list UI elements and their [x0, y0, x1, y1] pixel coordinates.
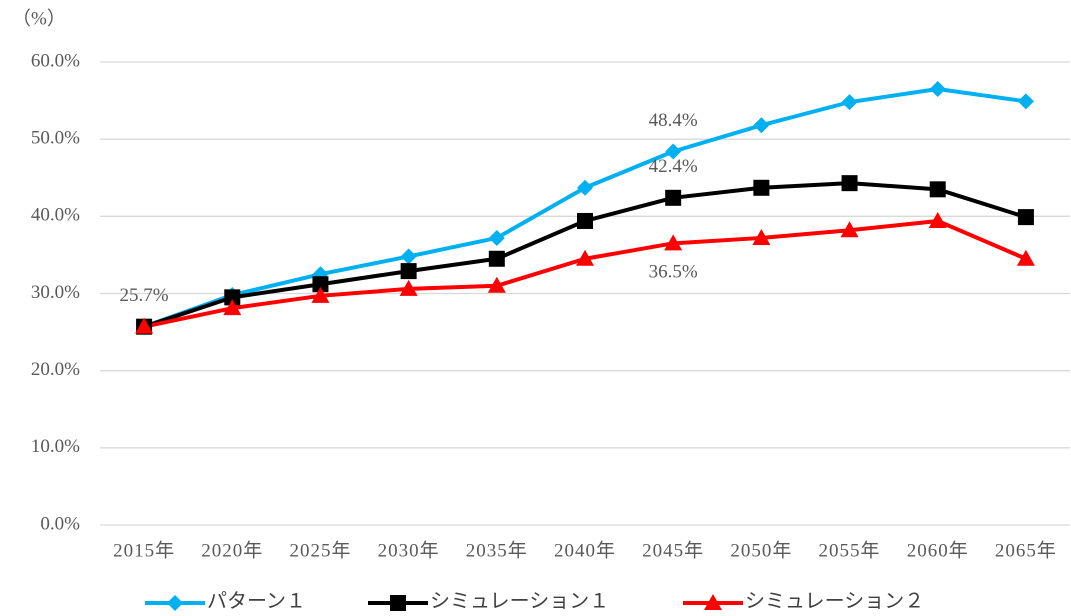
- data-point: [753, 179, 770, 196]
- data-point: [1016, 249, 1035, 266]
- data-label: 36.5%: [649, 262, 698, 283]
- data-point: [488, 250, 505, 267]
- data-point: [312, 276, 329, 293]
- data-point: [400, 263, 417, 280]
- data-point: [841, 94, 858, 111]
- data-point: [223, 299, 242, 316]
- data-point: [487, 276, 506, 293]
- x-tick-label: 2040年: [554, 539, 616, 561]
- legend-marker: [704, 594, 722, 610]
- data-point: [929, 81, 946, 98]
- x-tick-label: 2060年: [907, 539, 969, 561]
- data-label: 48.4%: [649, 110, 698, 131]
- data-point: [752, 228, 771, 245]
- data-point: [1017, 93, 1034, 110]
- legend-marker: [390, 595, 406, 611]
- x-tick-label: 2055年: [819, 539, 881, 561]
- data-label: 42.4%: [649, 156, 698, 177]
- data-point: [1017, 209, 1034, 226]
- data-point: [311, 286, 330, 303]
- y-tick-label: 40.0%: [31, 205, 80, 226]
- data-point: [577, 179, 593, 196]
- legend-label: シミュレーション２: [745, 591, 924, 613]
- data-point: [135, 317, 154, 334]
- data-point: [753, 117, 770, 134]
- x-tick-label: 2015年: [113, 539, 175, 561]
- x-tick-label: 2030年: [378, 539, 440, 561]
- data-point: [399, 279, 418, 296]
- data-point: [665, 189, 682, 206]
- data-point: [665, 143, 682, 160]
- y-tick-label: 60.0%: [31, 50, 80, 71]
- x-tick-label: 2065年: [995, 539, 1057, 561]
- legend-label: パターン１: [207, 590, 306, 613]
- y-tick-label: 10.0%: [31, 436, 80, 457]
- data-point: [841, 175, 858, 192]
- legend-marker: [167, 595, 183, 611]
- y-tick-label: 50.0%: [31, 128, 80, 149]
- data-point: [928, 211, 947, 228]
- x-tick-label: 2050年: [730, 539, 792, 561]
- y-unit-label: （%）: [12, 7, 66, 29]
- data-point: [664, 234, 683, 251]
- data-point: [577, 212, 593, 229]
- data-point: [488, 229, 505, 246]
- y-tick-label: 0.0%: [40, 513, 80, 534]
- y-tick-label: 20.0%: [31, 359, 80, 380]
- series-line: [143, 218, 1027, 329]
- x-tick-label: 2025年: [289, 539, 351, 561]
- data-label: 25.7%: [120, 285, 169, 306]
- x-tick-label: 2045年: [642, 539, 704, 561]
- data-point: [840, 221, 859, 238]
- y-tick-label: 30.0%: [31, 282, 80, 303]
- data-point: [224, 289, 241, 306]
- data-point: [400, 248, 417, 265]
- x-tick-label: 2020年: [201, 539, 263, 561]
- x-tick-label: 2035年: [466, 539, 528, 561]
- data-point: [576, 249, 594, 266]
- data-point: [929, 181, 946, 198]
- legend-label: シミュレーション１: [430, 591, 609, 613]
